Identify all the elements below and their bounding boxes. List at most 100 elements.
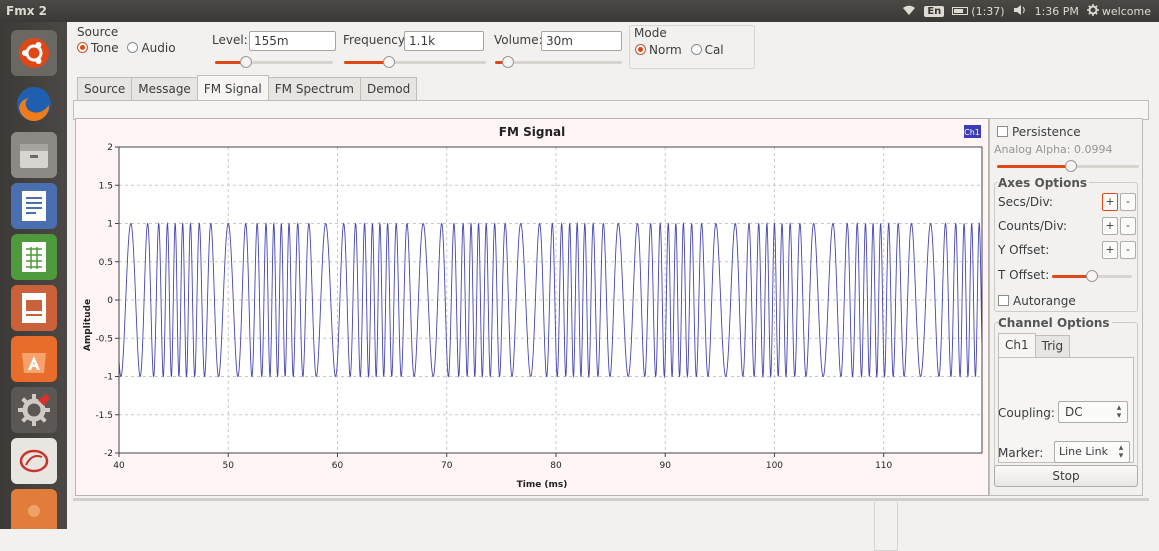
ubuntu-dash-icon[interactable] [11, 30, 57, 76]
tab-panel-header [73, 100, 1149, 120]
plot-series [118, 221, 983, 379]
t-offset-label: T Offset: [998, 268, 1050, 282]
x-tick-label: 50 [223, 461, 235, 471]
norm-radio[interactable]: Norm [635, 43, 682, 57]
volume-icon[interactable] [1013, 4, 1027, 19]
axes-options-title: Axes Options [998, 176, 1090, 190]
checkbox-icon [997, 126, 1008, 137]
mode-group: Mode Norm Cal [629, 25, 755, 69]
coupling-label: Coupling: [998, 406, 1055, 420]
analog-alpha-label: Analog Alpha: 0.0994 [994, 143, 1113, 156]
firefox-icon[interactable] [11, 81, 57, 127]
x-tick-label: 100 [766, 461, 783, 471]
audio-radio[interactable]: Audio [127, 41, 176, 55]
tab-message[interactable]: Message [131, 77, 198, 101]
y-tick-label: 1.5 [99, 181, 113, 191]
plot-area[interactable]: 40 50 60 70 80 90 100 110 2 1.5 1 0.5 0 -0.5 -1 -1.5 -2 … [75, 118, 989, 496]
marker-value: Line Link [1059, 445, 1108, 458]
volume-fill [495, 61, 503, 64]
impress-icon[interactable] [11, 285, 57, 331]
watermark-outline [874, 502, 898, 551]
analog-alpha-slider[interactable] [997, 160, 1139, 172]
t-offset-slider[interactable] [1052, 270, 1132, 282]
checkbox-icon [998, 295, 1009, 306]
x-tick-label: 40 [113, 461, 125, 471]
y-tick-label: 0 [107, 296, 113, 306]
x-tick-label: 80 [550, 461, 562, 471]
clock[interactable]: 1:36 PM [1034, 4, 1079, 18]
spin-arrows-icon: ▴ ▾ [1115, 444, 1127, 461]
coupling-value: DC [1065, 405, 1083, 419]
frequency-label: Frequency: [343, 33, 409, 47]
counts-div-minus-button[interactable]: - [1120, 217, 1136, 235]
y-tick-label: -0.5 [95, 334, 113, 344]
radio-off-icon [127, 42, 139, 53]
fm-signal-plot[interactable]: 40 50 60 70 80 90 100 11021.510.50-0.5-1-1.5-2 … [76, 119, 988, 495]
radio-on-icon [77, 42, 88, 53]
app-window: Source Tone Audio Level: 155m Frequency:… [67, 22, 1159, 551]
files-icon[interactable] [11, 132, 57, 178]
secs-div-minus-button[interactable]: - [1120, 193, 1136, 211]
y-offset-plus-button[interactable]: + [1102, 241, 1118, 259]
frequency-slider[interactable] [344, 56, 486, 68]
stop-button[interactable]: Stop [994, 465, 1138, 487]
volume-slider[interactable] [495, 56, 622, 68]
legend-ch1-label: Ch1 [964, 128, 980, 137]
secs-div-plus-button[interactable]: + [1102, 193, 1118, 211]
tab-ch1[interactable]: Ch1 [998, 333, 1036, 357]
y-offset-label: Y Offset: [998, 243, 1050, 257]
tab-source[interactable]: Source [77, 77, 133, 101]
top-panel: Fmx 2 En (1:37) 1:36 PM welcome [0, 0, 1159, 22]
coupling-select[interactable]: DC ▴ ▾ [1058, 401, 1128, 423]
t-offset-fill [1052, 275, 1092, 278]
tab-fm-spectrum[interactable]: FM Spectrum [267, 77, 361, 101]
level-fill [215, 61, 244, 64]
tab-demod[interactable]: Demod [359, 77, 418, 101]
volume-slider-knob[interactable] [501, 56, 514, 68]
marker-select[interactable]: Line Link ▴ ▾ [1054, 441, 1130, 463]
analog-alpha-knob[interactable] [1064, 160, 1077, 172]
marker-label: Marker: [998, 446, 1044, 460]
ubuntu-one-icon[interactable] [11, 489, 57, 529]
channel-tab-bar: Ch1 Trig [998, 333, 1071, 357]
x-tick-label: 110 [875, 461, 892, 471]
tab-fm-signal[interactable]: FM Signal [196, 75, 269, 101]
window-bottom-edge [73, 498, 1149, 501]
wifi-icon[interactable] [902, 4, 916, 19]
battery-indicator[interactable]: (1:37) [952, 5, 1005, 18]
y-offset-minus-button[interactable]: - [1120, 241, 1136, 259]
plot-canvas [119, 147, 982, 453]
tone-radio[interactable]: Tone [77, 41, 119, 55]
session-menu[interactable]: welcome [1086, 3, 1151, 19]
cal-radio[interactable]: Cal [690, 43, 724, 57]
t-offset-knob[interactable] [1086, 270, 1098, 282]
y-tick-label: 0.5 [99, 258, 113, 268]
volume-input[interactable]: 30m [541, 31, 622, 51]
counts-div-label: Counts/Div: [998, 219, 1067, 233]
level-slider-knob[interactable] [240, 56, 253, 68]
y-tick-label: -2 [104, 449, 113, 459]
frequency-input[interactable]: 1.1k [404, 31, 484, 51]
settings-icon[interactable] [11, 387, 57, 433]
fedora-icon[interactable] [11, 438, 57, 484]
level-input[interactable]: 155m [249, 31, 336, 51]
level-slider[interactable] [215, 56, 333, 68]
plot-options-sidebar: Persistence Analog Alpha: 0.0994 Axes Op… [989, 118, 1143, 496]
keyboard-indicator[interactable]: En [924, 5, 945, 17]
chart-title: FM Signal [499, 125, 565, 139]
plot-axes: 40 50 60 70 80 90 100 110 2 1.5 1 0.5 0 -0.5 -1 -1.5 -2 [95, 143, 983, 471]
analog-alpha-fill [997, 165, 1071, 168]
x-tick-label: 90 [659, 461, 671, 471]
calc-icon[interactable] [11, 234, 57, 280]
y-axis-label: Amplitude [83, 299, 93, 351]
software-center-icon[interactable] [11, 336, 57, 382]
source-label: Source [77, 25, 119, 39]
writer-icon[interactable] [11, 183, 57, 229]
autorange-checkbox[interactable]: Autorange [998, 294, 1076, 308]
persistence-checkbox[interactable]: Persistence [997, 125, 1081, 139]
y-tick-label: 2 [107, 143, 113, 153]
legend-ch1-swatch [964, 125, 981, 138]
counts-div-plus-button[interactable]: + [1102, 217, 1118, 235]
frequency-slider-knob[interactable] [383, 56, 395, 68]
tab-trig[interactable]: Trig [1034, 335, 1071, 357]
